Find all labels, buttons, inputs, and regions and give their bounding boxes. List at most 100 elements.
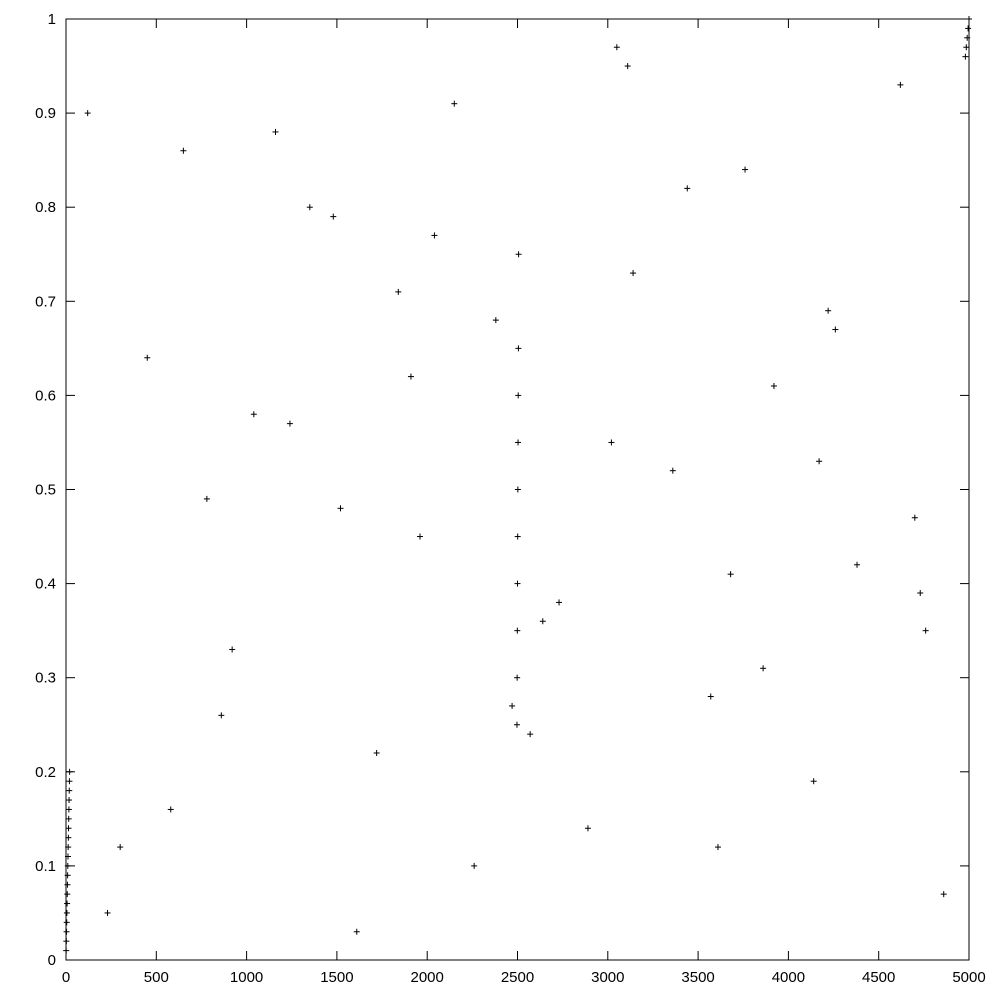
data-point	[203, 495, 210, 502]
data-point	[630, 270, 637, 277]
data-point	[515, 439, 522, 446]
data-point	[965, 25, 972, 32]
x-tick-label: 1000	[230, 969, 263, 986]
x-tick-label: 3500	[681, 969, 714, 986]
x-tick-label: 0	[62, 969, 70, 986]
data-point	[167, 806, 174, 813]
y-tick-label: 0.4	[35, 576, 56, 593]
data-point	[539, 618, 546, 625]
data-point	[816, 458, 823, 465]
y-tick-label: 0.7	[35, 293, 56, 310]
data-point	[66, 797, 73, 804]
data-point	[330, 213, 337, 220]
data-point	[63, 909, 70, 916]
data-point	[250, 411, 257, 418]
y-tick-label: 0.8	[35, 199, 56, 216]
data-point	[514, 674, 521, 681]
data-point	[65, 806, 72, 813]
data-point	[897, 81, 904, 88]
data-point	[416, 533, 423, 540]
plot-frame	[65, 18, 970, 961]
data-point	[64, 881, 71, 888]
data-point	[218, 712, 225, 719]
data-point	[66, 778, 73, 785]
data-point	[509, 702, 516, 709]
data-point	[810, 778, 817, 785]
x-tick-label: 3000	[591, 969, 624, 986]
y-tick-label: 0.3	[35, 670, 56, 687]
data-point	[65, 825, 72, 832]
data-point	[760, 665, 767, 672]
data-point	[373, 749, 380, 756]
data-point	[117, 844, 124, 851]
x-tick-label: 500	[144, 969, 169, 986]
data-point	[471, 862, 478, 869]
data-point	[742, 166, 749, 173]
data-point	[104, 909, 111, 916]
data-point	[963, 44, 970, 51]
data-point	[513, 721, 520, 728]
data-point	[431, 232, 438, 239]
data-point	[669, 467, 676, 474]
x-tick-label: 1500	[320, 969, 353, 986]
data-point	[84, 110, 91, 117]
axis-tick-labels-layer: 0 500 1000 1500 2000 2500 3000 3500 4000 4500 5000…	[35, 11, 986, 986]
y-tick-label: 0.2	[35, 764, 56, 781]
x-tick-label: 4000	[772, 969, 805, 986]
data-point	[306, 204, 313, 211]
data-point	[832, 326, 839, 333]
data-point	[65, 815, 72, 822]
y-tick-label: 0	[48, 952, 56, 969]
data-point	[229, 646, 236, 653]
data-point	[514, 486, 521, 493]
data-point	[714, 844, 721, 851]
y-tick-label: 0.5	[35, 482, 56, 499]
data-point	[144, 354, 151, 361]
data-point	[825, 307, 832, 314]
data-point	[527, 731, 534, 738]
y-tick-label: 0.1	[35, 858, 56, 875]
data-point	[514, 627, 521, 634]
data-point	[64, 900, 71, 907]
data-point	[940, 891, 947, 898]
data-point	[770, 382, 777, 389]
data-point	[64, 891, 71, 898]
y-tick-label: 1	[48, 11, 56, 28]
data-point	[707, 693, 714, 700]
data-point	[727, 571, 734, 578]
data-point	[180, 147, 187, 154]
data-point	[337, 505, 344, 512]
x-tick-label: 2500	[501, 969, 534, 986]
data-point	[514, 580, 521, 587]
data-point	[556, 599, 563, 606]
x-tick-label: 4500	[862, 969, 895, 986]
data-point	[515, 392, 522, 399]
data-point	[515, 251, 522, 258]
data-point	[515, 345, 522, 352]
data-point	[353, 928, 360, 935]
data-point	[451, 100, 458, 107]
y-tick-label: 0.9	[35, 105, 56, 122]
data-point	[407, 373, 414, 380]
x-tick-label: 2000	[411, 969, 444, 986]
y-tick-label: 0.6	[35, 387, 56, 404]
data-point	[63, 919, 70, 926]
data-point	[63, 928, 70, 935]
data-point	[272, 128, 279, 135]
data-point	[854, 561, 861, 568]
data-point	[613, 44, 620, 51]
data-point	[584, 825, 591, 832]
data-point	[286, 420, 293, 427]
data-point	[684, 185, 691, 192]
data-point	[66, 787, 73, 794]
x-tick-label: 5000	[952, 969, 985, 986]
data-point	[492, 317, 499, 324]
data-point	[395, 288, 402, 295]
data-point	[608, 439, 615, 446]
data-points-layer	[63, 16, 972, 954]
data-point	[514, 533, 521, 540]
data-point	[624, 63, 631, 70]
data-point	[911, 514, 918, 521]
